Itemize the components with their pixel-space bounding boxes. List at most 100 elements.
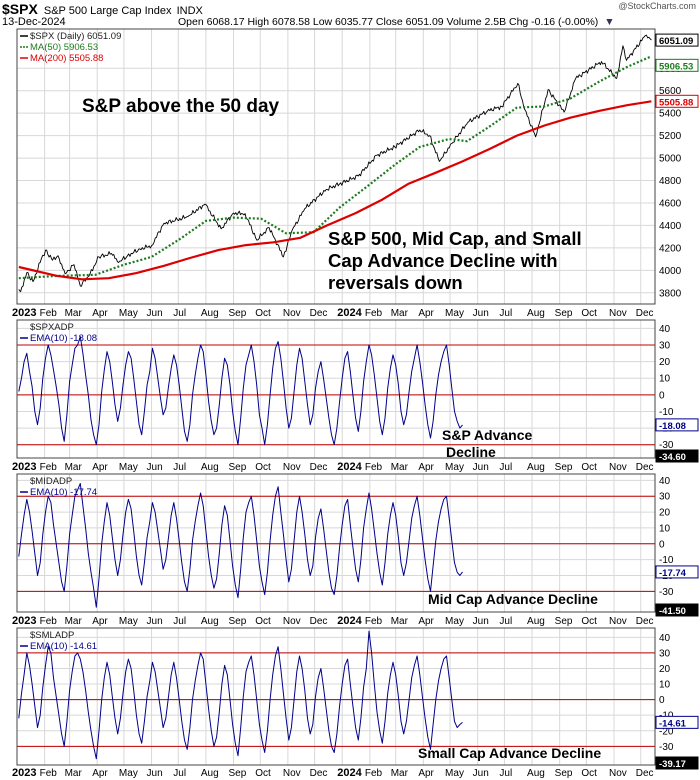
annotation-above-50: S&P above the 50 day bbox=[82, 96, 280, 117]
x-tick-label: Dec bbox=[636, 616, 654, 627]
x-tick-label: Jul bbox=[173, 768, 186, 779]
x-tick-label: Aug bbox=[201, 768, 219, 779]
x-tick-label: Sep bbox=[229, 462, 247, 473]
x-tick-label: May bbox=[445, 616, 464, 627]
y-tick-label: -30 bbox=[659, 742, 674, 753]
y-tick-label: 4200 bbox=[659, 243, 682, 254]
y-tick-label: 0 bbox=[659, 695, 665, 706]
series-line-ema bbox=[18, 336, 463, 446]
y-tick-label: 4800 bbox=[659, 176, 682, 187]
x-tick-label: Aug bbox=[527, 768, 545, 779]
x-tick-label: Mar bbox=[65, 616, 83, 627]
y-tick-label: 5000 bbox=[659, 154, 682, 165]
last-value-box bbox=[655, 603, 699, 617]
panel-frame bbox=[16, 319, 656, 459]
x-tick-label: Jul bbox=[499, 308, 512, 319]
y-tick-label: -20 bbox=[659, 726, 674, 737]
x-tick-label: Aug bbox=[201, 462, 219, 473]
x-tick-label: 2024 bbox=[337, 307, 362, 319]
x-tick-label: Jul bbox=[499, 768, 512, 779]
panel-frame bbox=[16, 473, 656, 613]
last-value-box bbox=[655, 715, 699, 729]
y-tick-label: 30 bbox=[659, 340, 671, 351]
annotation-main-note: S&P 500, Mid Cap, and Small Cap Advance … bbox=[328, 228, 582, 293]
y-tick-label: 4600 bbox=[659, 198, 682, 209]
last-value-label: -18.08 bbox=[659, 421, 686, 432]
x-tick-label: 2024 bbox=[337, 461, 362, 473]
last-value-box bbox=[655, 756, 699, 770]
x-tick-label: Mar bbox=[65, 462, 83, 473]
last-value-box bbox=[655, 33, 699, 47]
x-tick-label: Sep bbox=[229, 616, 247, 627]
x-tick-label: Apr bbox=[92, 462, 108, 473]
x-tick-label: Jun bbox=[473, 462, 489, 473]
x-tick-label: Jun bbox=[147, 462, 163, 473]
x-tick-label: Nov bbox=[609, 616, 627, 627]
symbol-label: $SPX bbox=[2, 1, 38, 17]
frame-layer bbox=[16, 28, 656, 766]
series-line-price bbox=[18, 34, 652, 293]
x-tick-label: Feb bbox=[40, 768, 58, 779]
y-tick-label: 5400 bbox=[659, 109, 682, 120]
x-tick-label: Sep bbox=[555, 462, 573, 473]
x-tick-label: Jul bbox=[499, 462, 512, 473]
x-tick-label: Apr bbox=[418, 768, 434, 779]
x-tick-label: Mar bbox=[391, 462, 409, 473]
y-tick-label: 5600 bbox=[659, 86, 682, 97]
x-tick-label: Feb bbox=[365, 462, 383, 473]
x-tick-label: Aug bbox=[527, 308, 545, 319]
y-tick-label: 0 bbox=[659, 539, 665, 550]
y-tick-label: 20 bbox=[659, 357, 671, 368]
index-name: S&P 500 Large Cap Index bbox=[43, 5, 172, 17]
x-tick-label: Jun bbox=[147, 616, 163, 627]
y-tick-label: 0 bbox=[659, 390, 665, 401]
x-tick-label: Aug bbox=[527, 462, 545, 473]
x-tick-label: Sep bbox=[555, 616, 573, 627]
x-tick-label: Dec bbox=[310, 462, 328, 473]
x-tick-label: Apr bbox=[92, 616, 108, 627]
x-tick-label: Apr bbox=[418, 616, 434, 627]
x-tick-label: Aug bbox=[201, 616, 219, 627]
last-value-box bbox=[655, 449, 699, 463]
chart-header-line1: $SPX S&P 500 Large Cap Index INDX bbox=[2, 1, 203, 17]
last-value-box bbox=[655, 94, 699, 108]
panel-frame bbox=[16, 627, 656, 766]
x-tick-label: Dec bbox=[310, 616, 328, 627]
x-tick-label: Apr bbox=[418, 462, 434, 473]
legend-entry: MA(50) 5906.53 bbox=[30, 42, 98, 53]
x-tick-label: Sep bbox=[555, 768, 573, 779]
x-tick-label: Mar bbox=[65, 308, 83, 319]
x-tick-label: Mar bbox=[391, 308, 409, 319]
annotation-sml-note: Small Cap Advance Decline bbox=[418, 745, 602, 761]
dropdown-arrow-icon[interactable]: ▼ bbox=[604, 16, 615, 28]
legend-entry: EMA(10) -14.61 bbox=[30, 641, 97, 652]
series-line-ema bbox=[18, 630, 463, 760]
y-tick-label: -10 bbox=[659, 555, 674, 566]
x-tick-label: Nov bbox=[283, 308, 301, 319]
x-tick-label: Jul bbox=[173, 616, 186, 627]
y-tick-label: 4000 bbox=[659, 266, 682, 277]
x-tick-label: Feb bbox=[365, 308, 383, 319]
y-tick-label: 30 bbox=[659, 492, 671, 503]
x-tick-label: Mar bbox=[391, 616, 409, 627]
y-tick-label: 40 bbox=[659, 324, 671, 335]
last-value-label: -17.74 bbox=[659, 568, 687, 579]
y-tick-label: 30 bbox=[659, 648, 671, 659]
x-tick-label: Feb bbox=[365, 768, 383, 779]
y-tick-label: -30 bbox=[659, 440, 674, 451]
x-tick-label: Nov bbox=[609, 462, 627, 473]
x-tick-label: Jun bbox=[473, 308, 489, 319]
x-tick-label: Nov bbox=[609, 768, 627, 779]
exchange-label: INDX bbox=[176, 5, 203, 17]
x-tick-label: Feb bbox=[40, 308, 58, 319]
x-tick-label: Oct bbox=[581, 308, 597, 319]
y-tick-label: 40 bbox=[659, 633, 671, 644]
x-tick-label: Aug bbox=[201, 308, 219, 319]
x-tick-label: Apr bbox=[418, 308, 434, 319]
legend-entry: MA(200) 5505.88 bbox=[30, 53, 103, 64]
x-tick-label: Nov bbox=[283, 462, 301, 473]
last-value-label: 6051.09 bbox=[659, 36, 693, 47]
x-tick-label: May bbox=[119, 308, 138, 319]
series-line-ma200 bbox=[18, 100, 652, 281]
